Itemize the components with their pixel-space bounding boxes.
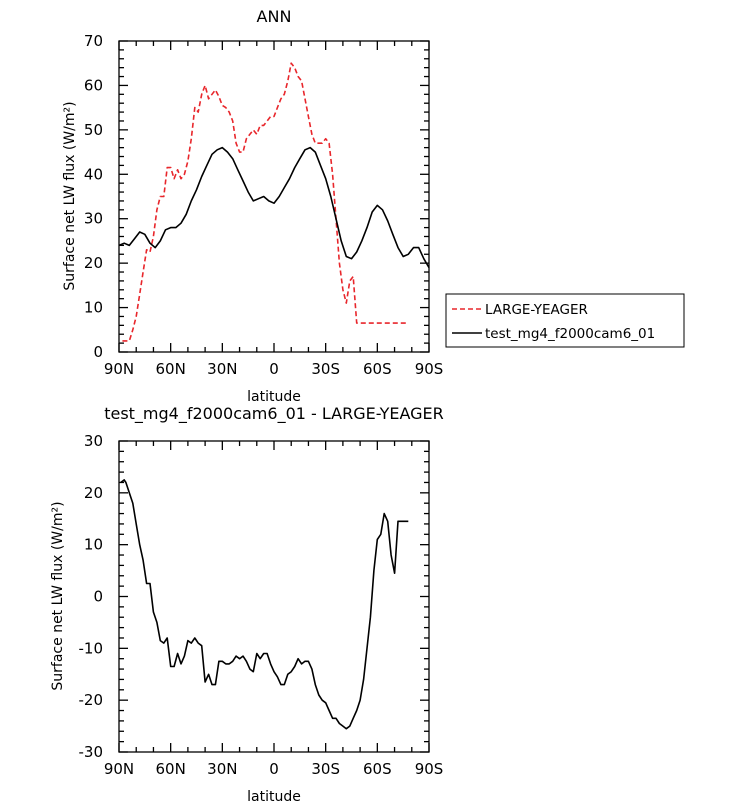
y-tick-labels: 0 10 20 30 40 50 60 70	[84, 32, 103, 361]
y-tick-label: 20	[84, 254, 103, 272]
x-tick-label: 30N	[207, 360, 237, 378]
x-axis-label: latitude	[247, 389, 301, 405]
x-tick-label: 60N	[156, 760, 186, 778]
y-axis-label: Surface net LW flux (W/m²)	[62, 101, 78, 290]
series-line-test-mg4-f2000cam6-01	[118, 146, 430, 269]
plot-frame	[118, 40, 430, 353]
series-line-large-yeager	[122, 62, 409, 342]
y-tick-label: 50	[84, 121, 103, 139]
y-tick-label: 60	[84, 76, 103, 94]
x-tick-label: 90S	[415, 360, 444, 378]
y-tick-labels: -30 -20 -10 0 10 20 30	[79, 432, 104, 761]
y-tick-label: 0	[93, 343, 103, 361]
x-tick-label: 60S	[363, 360, 392, 378]
legend-label-test-mg4: test_mg4_f2000cam6_01	[485, 326, 655, 342]
y-tick-label: 30	[84, 432, 103, 450]
x-tick-label: 90N	[104, 760, 134, 778]
chart-title-difference: test_mg4_f2000cam6_01 - LARGE-YEAGER	[104, 404, 444, 424]
y-tick-label: 70	[84, 32, 103, 50]
data-lines	[120, 479, 409, 730]
y-tick-label: 30	[84, 210, 103, 228]
axis-ticks	[118, 40, 430, 353]
x-tick-label: 30S	[311, 760, 340, 778]
x-tick-label: 30S	[311, 360, 340, 378]
axis-ticks	[118, 440, 430, 753]
y-tick-label: 20	[84, 484, 103, 502]
x-tick-label: 30N	[207, 760, 237, 778]
y-tick-label: -10	[79, 639, 104, 657]
x-axis-label: latitude	[247, 789, 301, 805]
series-line-difference	[120, 479, 409, 730]
y-tick-label: 0	[93, 588, 103, 606]
y-tick-label: -30	[79, 743, 104, 761]
y-axis-label: Surface net LW flux (W/m²)	[50, 501, 66, 690]
chart-title: ANN	[257, 7, 292, 26]
data-lines	[118, 62, 430, 342]
y-tick-label: 40	[84, 165, 103, 183]
y-tick-label: 10	[84, 299, 103, 317]
panel-annual-mean: ANN 90N 60N 30N 0 30S 60S 90S 010203040506070 …	[62, 7, 685, 405]
y-tick-label: -20	[79, 691, 104, 709]
x-tick-label: 0	[269, 360, 279, 378]
legend: LARGE-YEAGER test_mg4_f2000cam6_01	[445, 293, 685, 348]
y-tick-label: 10	[84, 536, 103, 554]
x-tick-labels: 90N 60N 30N 0 30S 60S 90S	[104, 360, 443, 378]
plot-frame	[118, 440, 430, 753]
x-tick-label: 0	[269, 760, 279, 778]
x-tick-label: 60S	[363, 760, 392, 778]
panel-difference: test_mg4_f2000cam6_01 - LARGE-YEAGER 90N…	[50, 404, 444, 805]
x-tick-labels: 90N 60N 30N 0 30S 60S 90S	[104, 760, 443, 778]
legend-box	[445, 293, 685, 348]
x-tick-label: 90S	[415, 760, 444, 778]
x-tick-label: 90N	[104, 360, 134, 378]
x-tick-label: 60N	[156, 360, 186, 378]
legend-label-large-yeager: LARGE-YEAGER	[485, 302, 588, 318]
